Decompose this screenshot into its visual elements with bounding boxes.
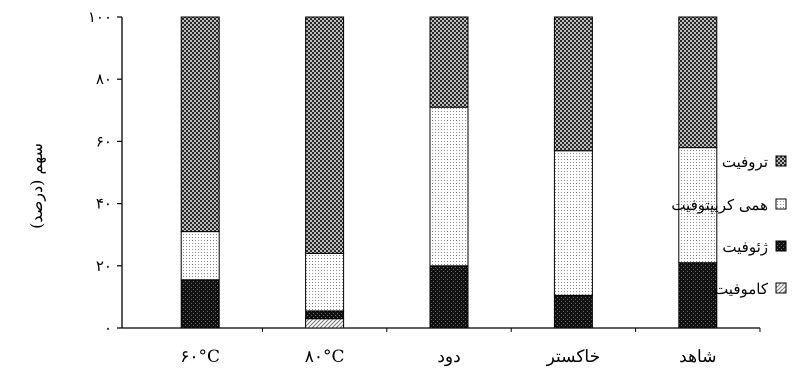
y-axis-title-group: سهم (درصد) [27,143,46,229]
y-tick-label: ۶۰ [96,132,112,150]
bar-segment-4-cat-3 [429,16,469,108]
legend-swatch [775,198,787,210]
legend-label: ژئوفیت [722,238,768,256]
bar-segment-3-cat-3 [429,106,469,267]
legend-label: همی کریپتوفیت [671,196,768,214]
legend-swatch [775,282,787,294]
y-axis-title: سهم (درصد) [27,143,46,229]
legend-label: کاموفیت [714,280,769,298]
bar-segment-2-cat-3 [429,265,469,329]
bar-segment-2-cat-5 [678,262,718,329]
x-category-label: شاهد [679,347,716,367]
x-category-label: ۸۰°C [305,347,345,367]
bar-segment-2-cat-2 [305,310,345,320]
bar-segment-3-cat-4 [553,150,593,296]
bar-segment-4-cat-2 [305,16,345,254]
bar-segment-2-cat-4 [553,294,593,329]
legend: تروفیت همی کریپتوفیت ژئوفیت کاموفیت [671,153,787,298]
legend-label: تروفیت [722,153,768,171]
y-tick-label: ۸۰ [96,70,112,88]
y-tick-label: ۴۰ [96,195,112,213]
y-tick-label: ۱۰۰ [88,8,112,26]
bar-segment-2-cat-1 [180,279,220,329]
x-category-labels: ۶۰°C ۸۰°C دود خاکستر شاهد [180,347,716,367]
bar-segment-3-cat-1 [180,231,220,281]
bar-segment-1-cat-2 [305,318,345,329]
x-category-label: خاکستر [546,347,600,367]
legend-swatch [775,240,787,252]
bar-segment-4-cat-4 [553,16,593,152]
x-category-label: ۶۰°C [180,347,220,367]
x-category-label: دود [437,347,460,367]
bar-segment-4-cat-1 [180,16,220,233]
bar-segment-3-cat-2 [305,252,345,312]
bars [180,16,718,329]
y-tick-labels: ۰ ۲۰ ۴۰ ۶۰ ۸۰ ۱۰۰ [88,8,112,337]
y-tick-label: ۰ [104,319,112,337]
bar-segment-3-cat-5 [678,147,718,264]
bar-segment-4-cat-5 [678,16,718,149]
legend-swatch [775,155,787,167]
y-tick-label: ۲۰ [96,257,112,275]
